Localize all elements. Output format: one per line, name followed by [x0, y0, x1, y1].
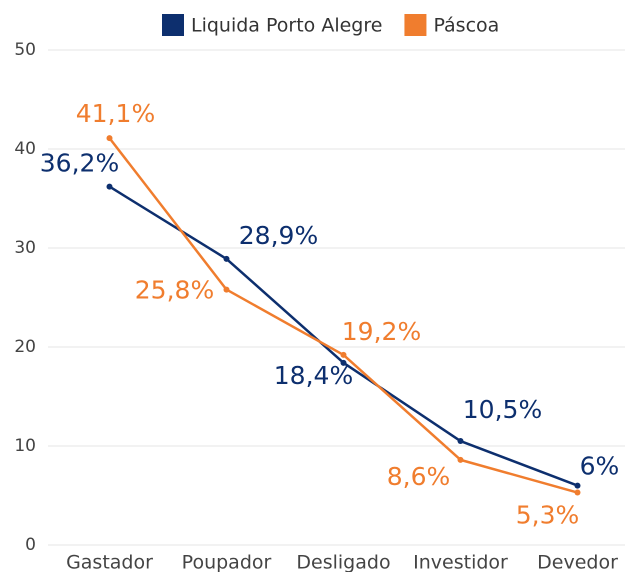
x-tick-label: Poupador	[182, 552, 272, 572]
point	[574, 489, 581, 496]
point	[457, 456, 464, 463]
value-label: 6%	[580, 452, 620, 481]
legend-swatch	[404, 14, 427, 36]
point	[106, 183, 113, 190]
series-line	[108, 137, 578, 494]
value-label: 41,1%	[76, 99, 155, 128]
y-tick-label: 10	[14, 436, 36, 456]
y-tick-label: 30	[14, 238, 36, 258]
y-tick-label: 0	[25, 535, 36, 555]
point	[340, 359, 347, 366]
point	[457, 438, 464, 445]
point	[340, 351, 347, 358]
legend-label: Liquida Porto Alegre	[191, 15, 382, 37]
x-tick-label: Devedor	[537, 552, 618, 572]
x-tick-label: Desligado	[296, 552, 390, 572]
value-label: 18,4%	[274, 361, 353, 390]
value-label: 25,8%	[135, 276, 214, 305]
y-tick-label: 50	[14, 40, 36, 60]
value-label: 5,3%	[516, 501, 580, 530]
point	[223, 286, 230, 293]
legend-swatch	[162, 14, 184, 36]
y-tick-label: 40	[14, 139, 36, 159]
value-label: 28,9%	[239, 221, 318, 250]
y-tick-label: 20	[14, 337, 36, 357]
legend-label: Páscoa	[433, 15, 499, 37]
value-label: 8,6%	[387, 462, 451, 491]
value-label: 36,2%	[40, 149, 119, 178]
x-tick-label: Gastador	[66, 552, 153, 572]
value-label: 10,5%	[463, 395, 542, 424]
point	[574, 482, 581, 489]
x-tick-label: Investidor	[413, 552, 508, 572]
point	[223, 255, 230, 262]
point	[106, 135, 113, 142]
value-label: 19,2%	[342, 317, 421, 346]
